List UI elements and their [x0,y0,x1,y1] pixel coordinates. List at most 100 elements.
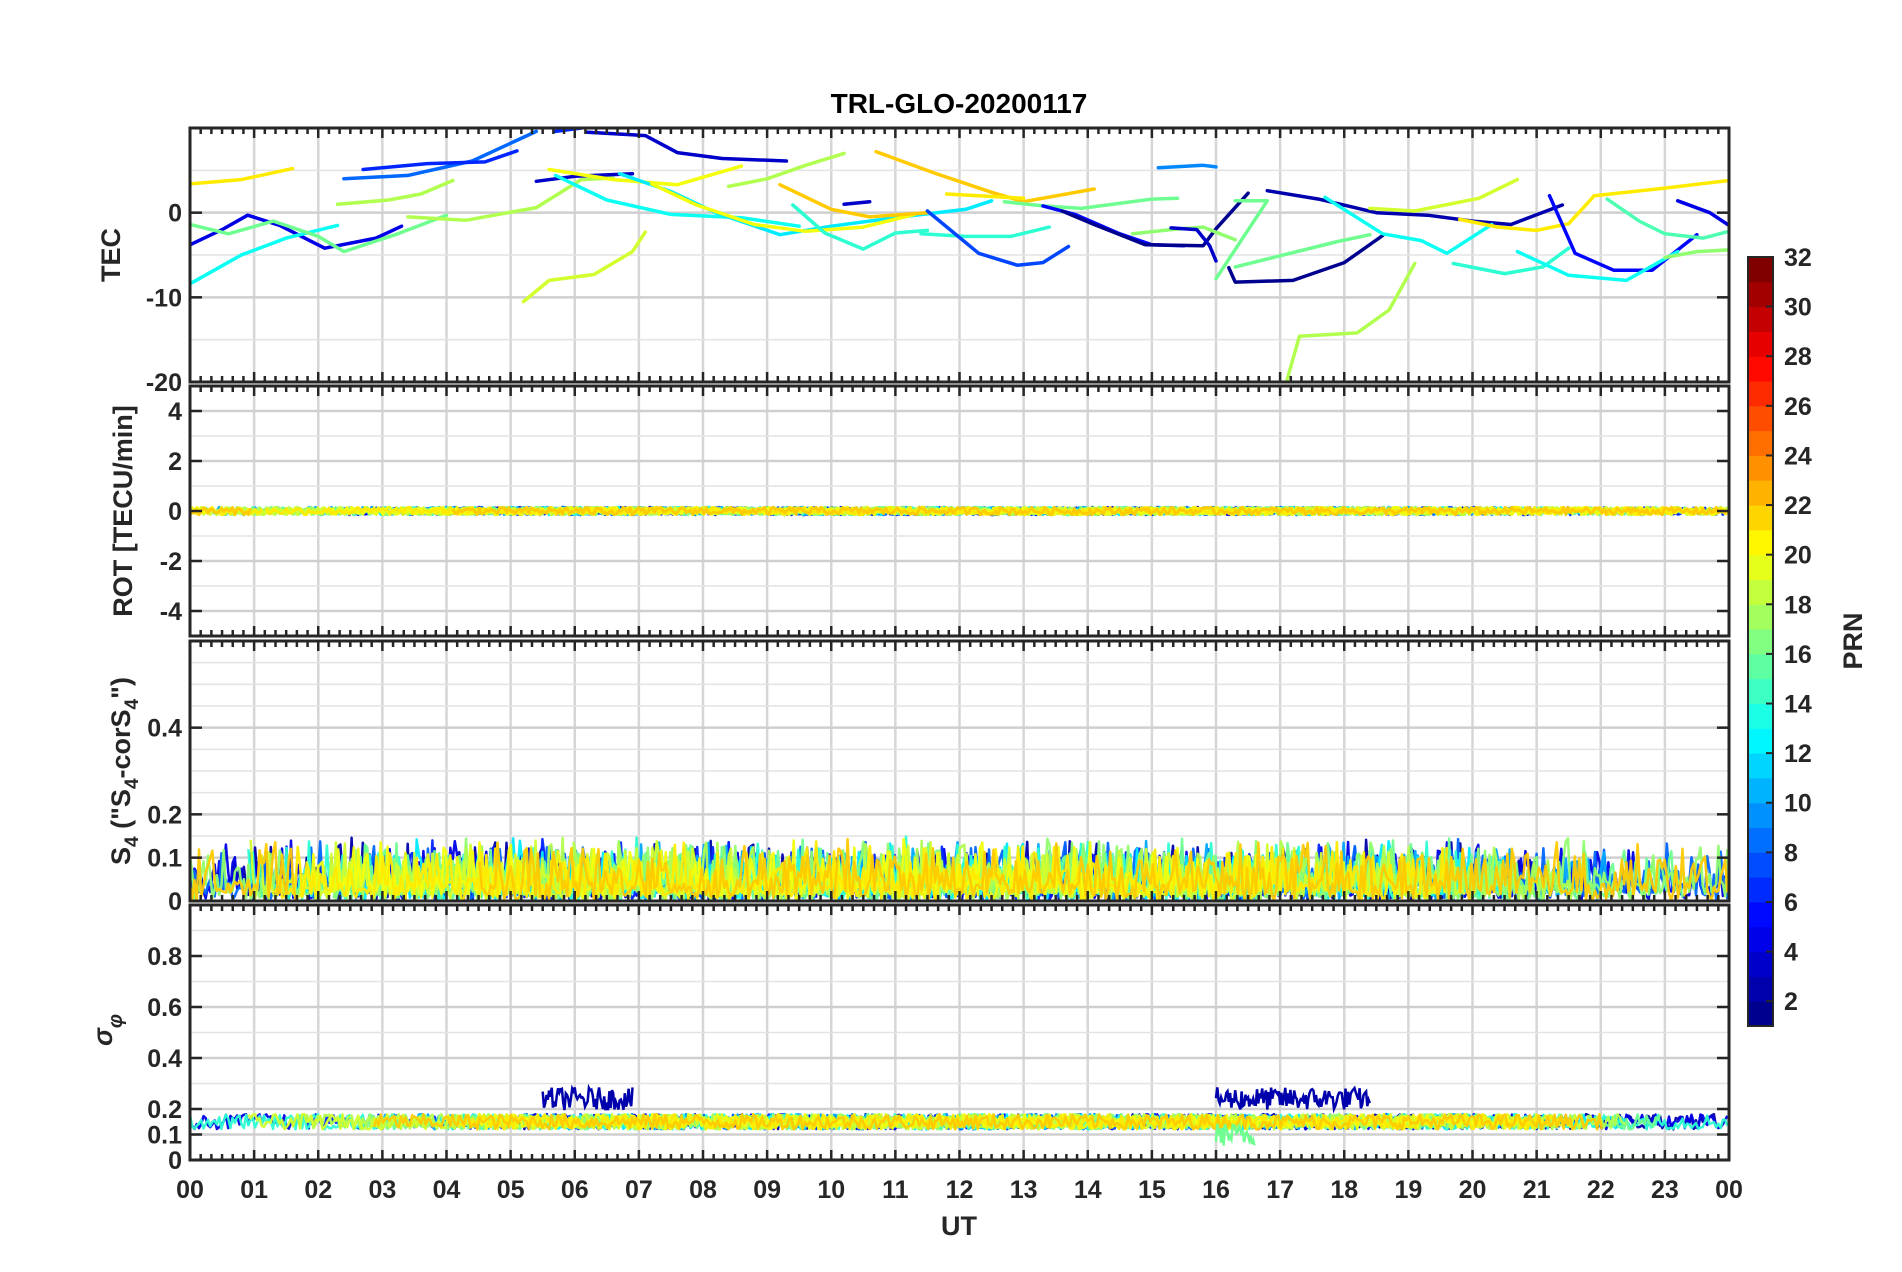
x-tick-label: 00 [1715,1176,1743,1204]
rot-frame [188,384,1731,638]
colorbar-swatch [1748,505,1773,531]
colorbar-swatch [1748,430,1773,456]
colorbar-swatch [1748,331,1773,357]
colorbar-swatch [1748,728,1773,754]
tec-arc-prn-1 [1227,233,1385,284]
y-tick-label: -4 [160,598,182,626]
tec-arc-prn-21 [1592,178,1729,198]
panel-s4: 0 0.1 0.2 0.4 S4 ("S4-corS4") [106,639,1731,916]
tec-arc-prn-18 [335,178,455,206]
y-tick-label: 0 [168,200,182,228]
colorbar-swatches [1748,257,1773,1027]
x-tick-label: 22 [1587,1176,1615,1204]
burst-prn-16 [1214,1123,1256,1146]
tec-y-tick-labels: -20 -10 0 [146,200,182,397]
colorbar-swatch [1748,1001,1773,1027]
tec-arc-prn-5 [1547,193,1699,272]
tec-arc-prn-13 [190,223,340,286]
y-tick-label: 0.4 [147,715,182,743]
x-tick-label: 12 [946,1176,974,1204]
tec-arc-prn-18 [1284,261,1417,382]
tec-series [190,128,1729,382]
tec-arc-prn-4 [1675,199,1729,228]
sigma-y-tick-labels: 00.10.2 0.4 0.6 0.8 [147,943,182,1175]
colorbar-swatch [1748,257,1773,283]
tec-arc-prn-9 [1156,163,1218,170]
rot-y-tick-labels: -4 -2 0 2 4 [160,398,182,626]
tec-arc-prn-13 [1323,195,1494,256]
x-tick-label: 00 [176,1176,204,1204]
tec-arc-prn-13 [1515,249,1680,283]
tec-arc-prn-3 [1169,226,1218,263]
colorbar-swatch [1748,777,1773,804]
colorbar-swatch [1748,579,1773,605]
tec-arc-prn-3 [585,130,789,163]
burst-prn-2 [541,1083,634,1111]
tec-y-axis-label: TEC [96,228,126,282]
x-tick-label: 20 [1459,1176,1487,1204]
tec-arc-prn-16 [190,213,449,254]
tec-arc-prn-21 [190,166,295,186]
x-tick-labels: 00 01 02 03 04 05 06 07 08 09 10 11 12 13 14 15 16 17 18 19… [176,1176,1743,1204]
y-tick-label: 0.2 [147,801,182,829]
tec-arc-prn-16 [1233,232,1372,269]
tec-grid [190,128,1729,382]
x-tick-label: 13 [1010,1176,1038,1204]
tec-arc-prn-16 [1002,196,1180,211]
y-tick-label: 0 [168,888,182,916]
colorbar-swatch [1748,281,1773,308]
tec-arc-prn-2 [1265,188,1565,227]
colorbar-tick-label: 22 [1784,492,1812,520]
colorbar-tick-label: 32 [1784,244,1812,272]
tec-arc-prn-3 [534,171,635,184]
panel-rot: -4 -2 0 2 4 ROT [TECU/min] [108,384,1731,638]
y-tick-label: 0 [168,498,182,526]
tec-arc-prn-21 [1457,193,1597,233]
colorbar-frame [1747,256,1774,1027]
colorbar-swatch [1748,356,1773,382]
tec-arc-prn-19 [1368,177,1520,213]
sigma-frame [188,903,1731,1162]
colorbar-tick-label: 26 [1784,393,1812,421]
x-tick-label: 14 [1074,1176,1102,1204]
noise-series-prn-22 [190,505,1729,517]
colorbar-swatch [1748,753,1773,779]
colorbar-tick-label: 20 [1784,542,1812,570]
x-tick-label: 21 [1523,1176,1551,1204]
x-tick-label: 06 [561,1176,589,1204]
tec-arc-prn-17 [1663,248,1729,260]
tec-arc-prn-14 [1451,246,1571,276]
sigma-y-axis-label: σφ [88,1014,127,1046]
colorbar-tick-label: 28 [1784,343,1812,371]
y-tick-label: 0.1 [147,1122,182,1150]
y-tick-label: -20 [146,369,182,397]
colorbar-swatch [1748,405,1773,432]
colorbar-swatch [1748,529,1773,556]
rot-y-axis-label: ROT [TECU/min] [108,405,138,616]
sigma-series [190,1083,1729,1146]
rot-series [190,505,1729,517]
tec-arc-prn-7 [925,209,1071,267]
s4-y-tick-labels: 0 0.1 0.2 0.4 [147,715,182,916]
colorbar-swatch [1748,455,1773,481]
colorbar-swatch [1748,901,1773,928]
x-tick-label: 19 [1394,1176,1422,1204]
colorbar-swatch [1748,604,1773,630]
tec-arc-prn-3 [842,199,872,206]
colorbar-swatch [1748,554,1773,580]
tec-arc-prn-4 [190,213,404,250]
colorbar-swatch [1748,802,1773,829]
colorbar-swatch [1748,976,1773,1002]
x-tick-label: 16 [1202,1176,1230,1204]
colorbar-tick-label: 14 [1784,691,1812,719]
x-tick-label: 17 [1266,1176,1294,1204]
panel-tec: -20 -10 0 TEC [96,126,1731,397]
colorbar-swatch [1748,629,1773,655]
colorbar-tick-label: 24 [1784,442,1812,470]
colorbar-swatch [1748,381,1773,407]
y-tick-label: 4 [168,398,182,426]
y-tick-label: 0.8 [147,943,182,971]
colorbar-tick-label: 30 [1784,294,1812,322]
